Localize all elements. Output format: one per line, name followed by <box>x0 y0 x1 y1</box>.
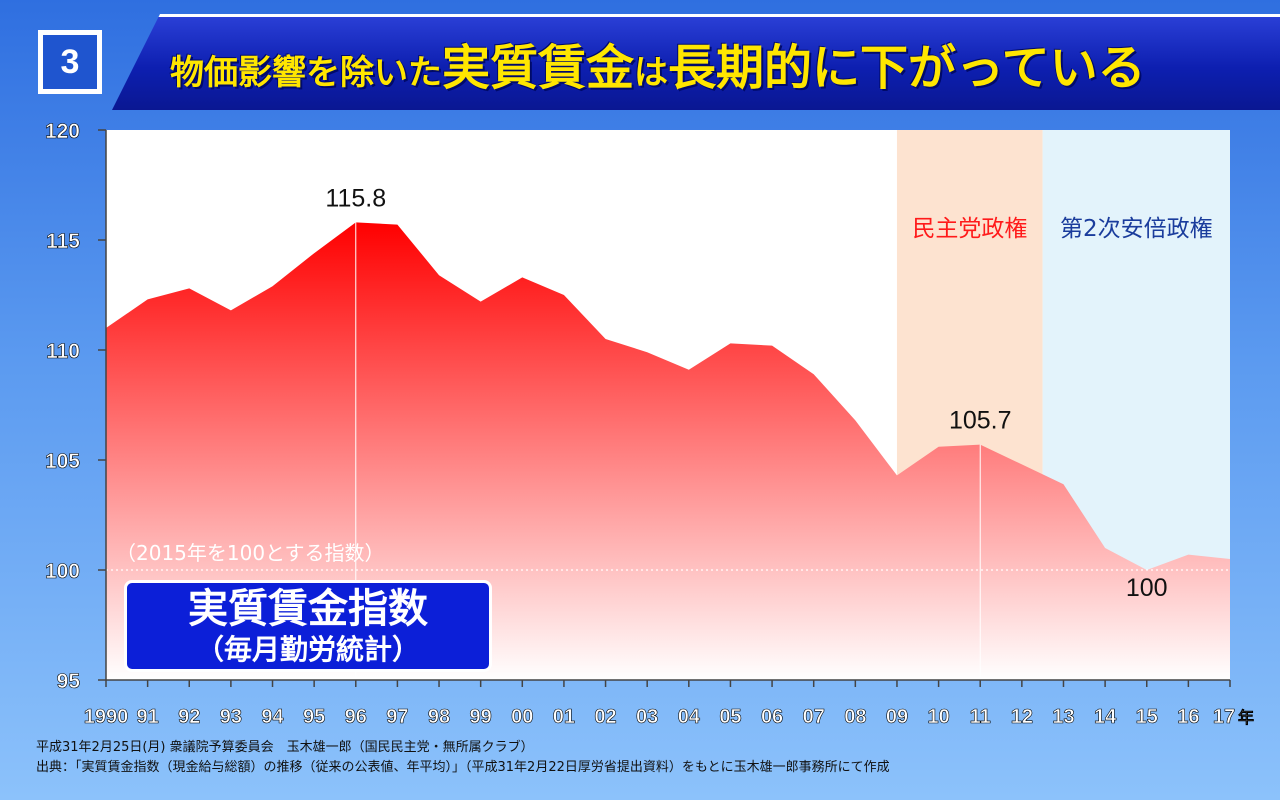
x-tick-label: 93 <box>220 706 242 728</box>
footer-line-2: 出典：「実質賃金指数（現金給与総額）の推移（従来の公表値、年平均）」（平成31年… <box>36 760 890 775</box>
x-tick-label: 05 <box>719 706 741 728</box>
x-tick-label: 98 <box>428 706 450 728</box>
y-tick-label: 120 <box>45 120 80 143</box>
x-tick-label: 96 <box>345 706 367 728</box>
y-tick-label: 100 <box>45 560 80 583</box>
data-label-96: 115.8 <box>325 184 386 212</box>
x-tick-label: 08 <box>844 706 866 728</box>
y-tick-label: 115 <box>46 230 80 253</box>
data-label-15: 100 <box>1126 574 1168 602</box>
x-axis-unit: 年 <box>1238 708 1254 727</box>
index-note: （2015年を100とする指数） <box>116 541 384 565</box>
x-tick-label: 95 <box>303 706 325 728</box>
title-part-1: 物価影響を除いた <box>170 53 442 93</box>
x-tick-label: 01 <box>553 706 575 728</box>
x-tick-label: 17 <box>1213 706 1235 728</box>
x-tick-label: 91 <box>137 706 159 728</box>
x-tick-label: 10 <box>927 706 949 728</box>
slide-number: 3 <box>38 30 102 94</box>
x-tick-label: 09 <box>886 706 908 728</box>
x-tick-label: 97 <box>386 706 408 728</box>
footer: 平成31年2月25日(月) 衆議院予算委員会 玉木雄一郎（国民民主党・無所属クラ… <box>36 738 890 778</box>
x-tick-label: 14 <box>1094 706 1117 728</box>
x-tick-label: 13 <box>1052 706 1074 728</box>
title-banner <box>112 14 1280 110</box>
x-tick-label: 07 <box>803 706 825 728</box>
y-tick-label: 110 <box>46 340 80 363</box>
x-tick-label: 94 <box>261 706 284 728</box>
series-label-subtitle: （毎月勤労統計） <box>195 633 420 666</box>
series-area <box>106 222 1230 680</box>
x-tick-label: 02 <box>594 706 616 728</box>
period-label-abe: 第2次安倍政権 <box>1060 216 1213 242</box>
x-tick-label: 15 <box>1136 706 1158 728</box>
y-tick-label: 105 <box>45 450 80 473</box>
page-title: 物価影響を除いた実質賃金は長期的に下がっている <box>170 28 1146 108</box>
x-tick-label: 1990 <box>84 706 129 728</box>
x-tick-label: 99 <box>470 706 492 728</box>
series-label-title: 実質賃金指数 <box>188 586 428 632</box>
x-tick-label: 04 <box>678 706 701 728</box>
series-label-box: 実質賃金指数 （毎月勤労統計） <box>124 580 492 672</box>
x-tick-label: 16 <box>1177 706 1199 728</box>
title-part-4: 長期的に下がっている <box>668 40 1146 96</box>
x-tick-label: 03 <box>636 706 658 728</box>
period-label-dpj: 民主党政権 <box>912 216 1027 242</box>
y-tick-label: 95 <box>57 670 81 693</box>
x-tick-label: 11 <box>970 706 991 728</box>
x-tick-label: 06 <box>761 706 783 728</box>
x-tick-label: 92 <box>178 706 200 728</box>
data-label-11: 105.7 <box>949 407 1012 435</box>
title-part-2: 実質賃金 <box>442 40 635 96</box>
x-tick-label: 00 <box>511 706 533 728</box>
title-part-3: は <box>634 53 669 93</box>
x-tick-label: 12 <box>1011 706 1033 728</box>
footer-line-1: 平成31年2月25日(月) 衆議院予算委員会 玉木雄一郎（国民民主党・無所属クラ… <box>36 740 534 755</box>
